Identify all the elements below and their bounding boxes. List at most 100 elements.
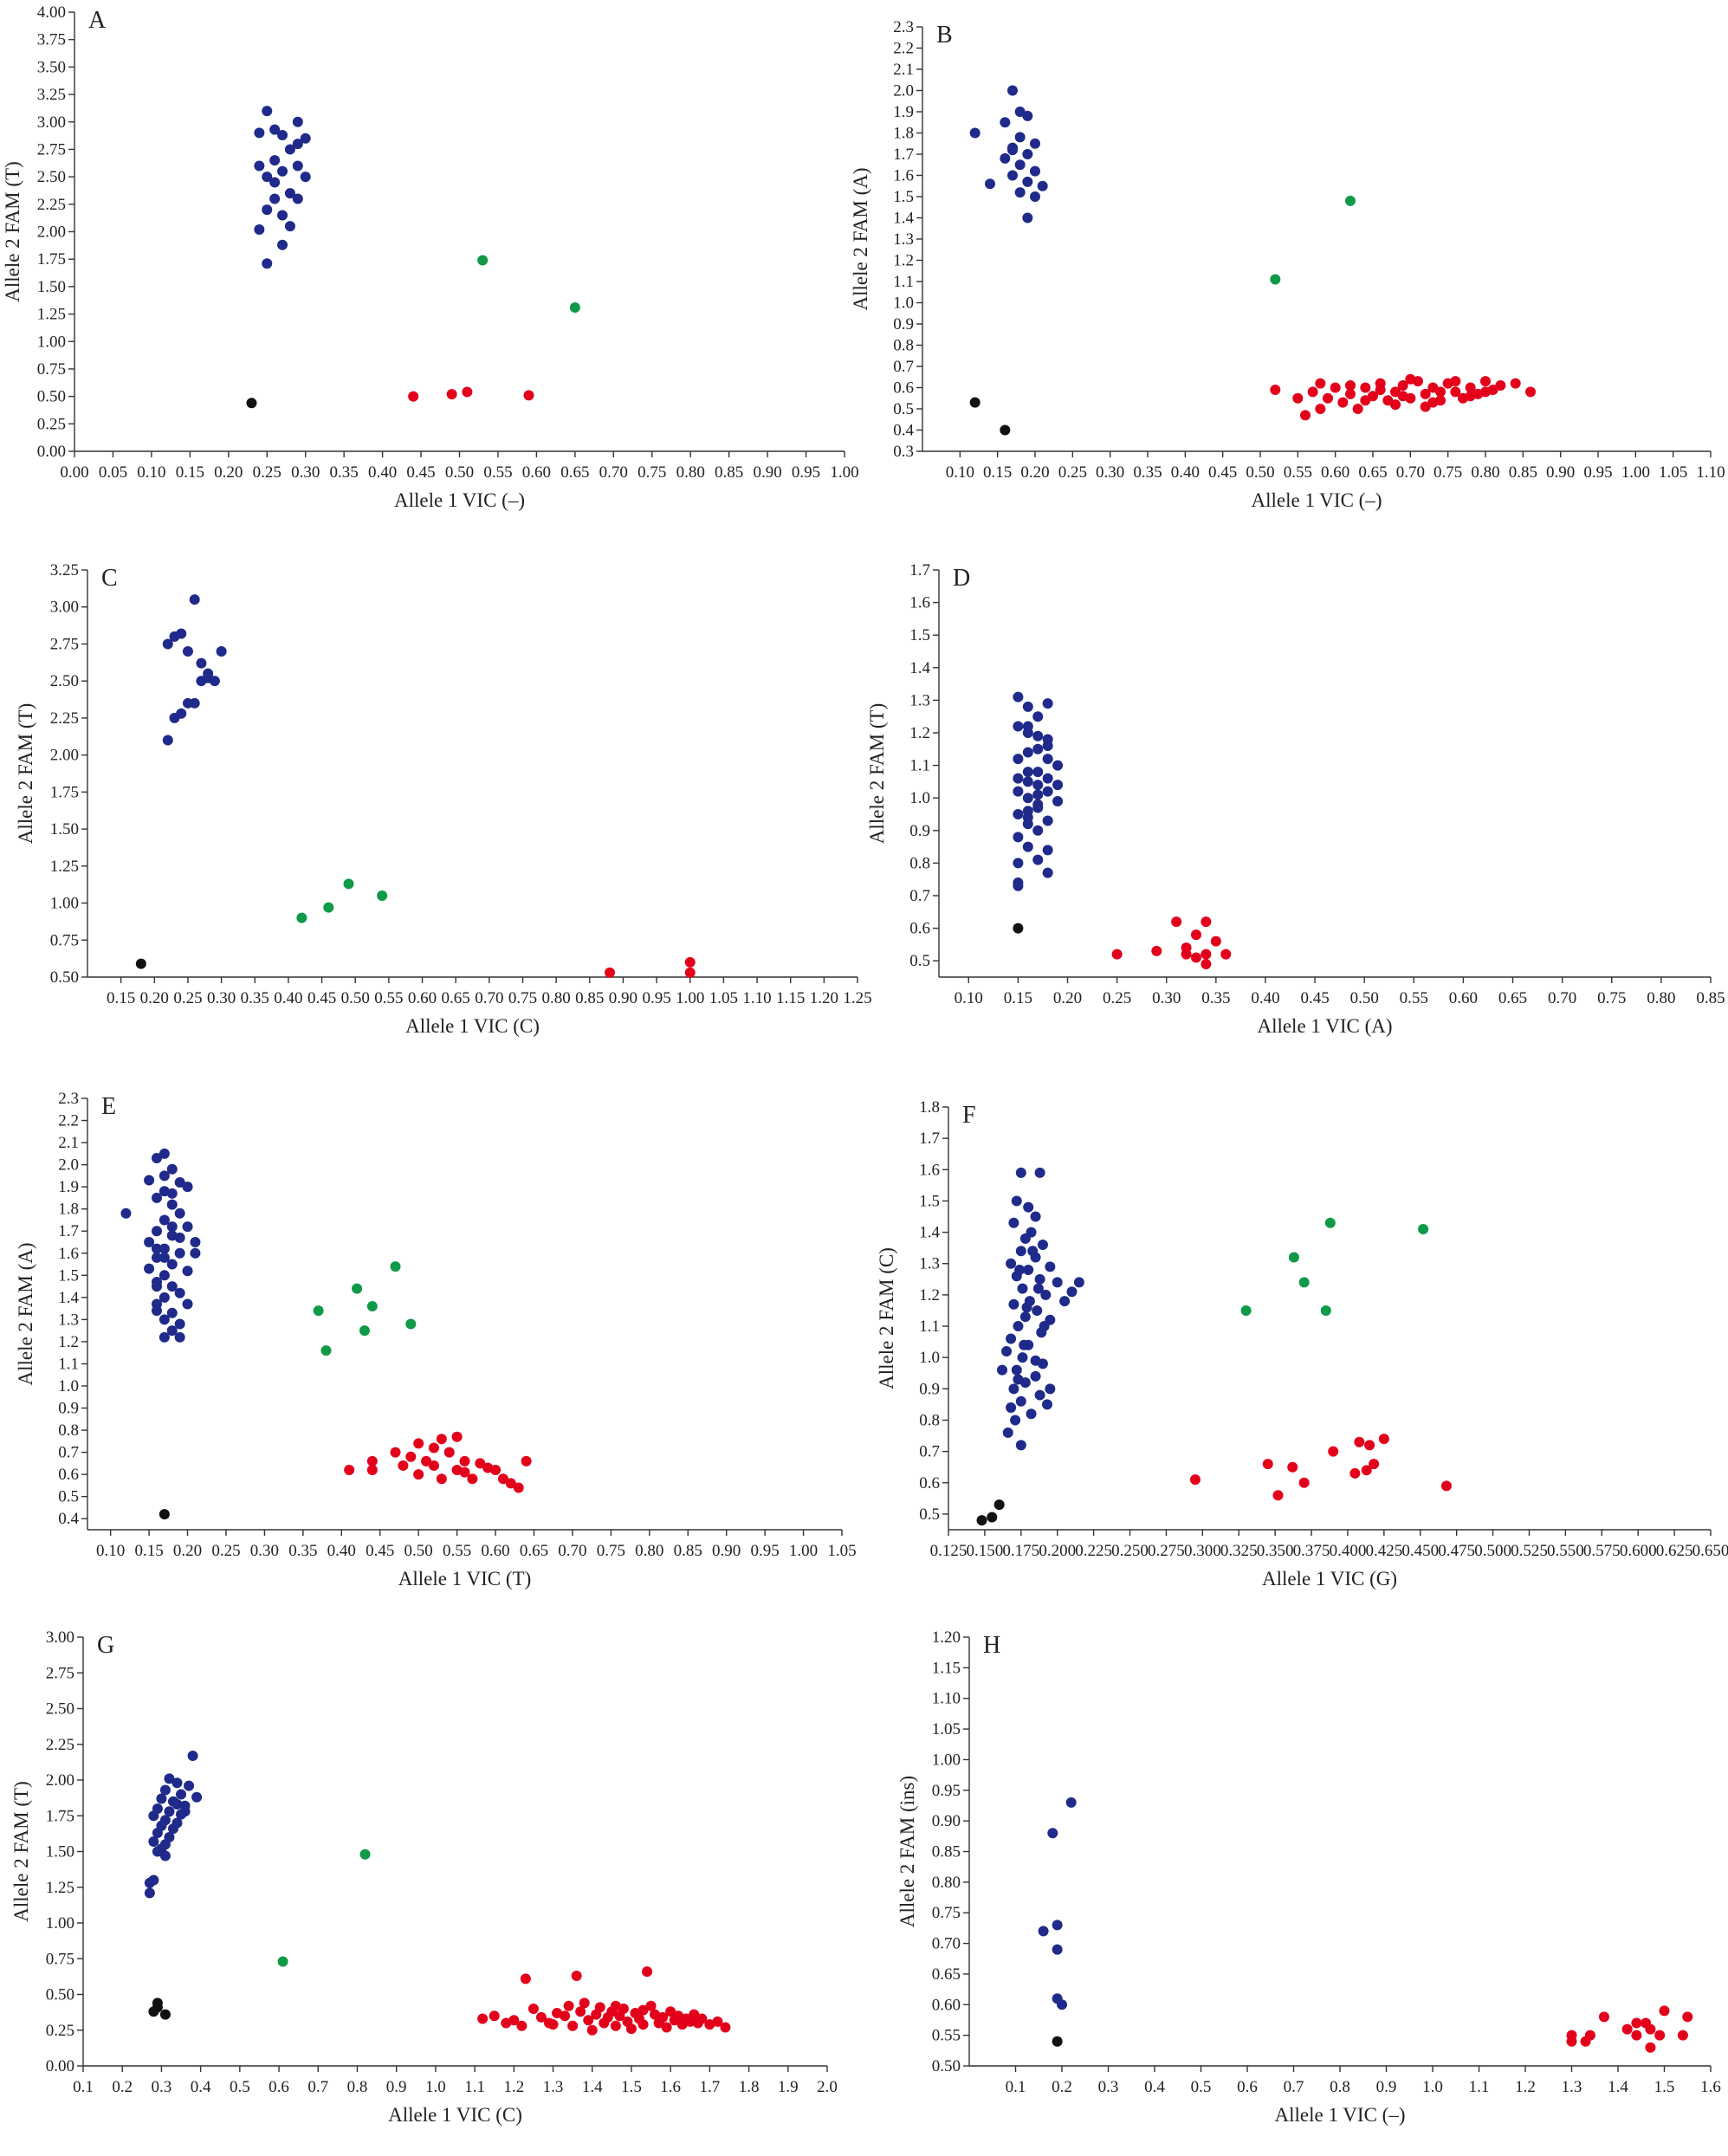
data-point [1427, 397, 1439, 408]
data-point [1349, 1467, 1361, 1479]
x-tick-label: 0.30 [1152, 989, 1181, 1007]
data-point [277, 1956, 288, 1967]
x-tick-label: 0.10 [955, 989, 983, 1007]
data-point [1354, 1436, 1365, 1447]
x-tick-label: 0.7 [307, 2078, 328, 2096]
data-point [1030, 1211, 1041, 1222]
y-tick-label: 1.00 [50, 895, 79, 913]
x-axis-title: Allele 1 VIC (T) [398, 1568, 532, 1589]
x-tick-label: 0.35 [241, 989, 269, 1007]
y-tick-label: 0.00 [37, 443, 66, 461]
data-point [1645, 2023, 1656, 2035]
data-point [1032, 854, 1044, 865]
x-tick-label: 0.550 [1547, 1542, 1584, 1560]
x-tick-label: 0.45 [366, 1542, 394, 1560]
y-tick-label: 1.6 [58, 1245, 79, 1263]
x-tick-label: 0.4 [1144, 2078, 1165, 2096]
data-point [144, 1263, 155, 1274]
data-point [174, 1318, 185, 1330]
data-point [1191, 929, 1201, 941]
data-point [1042, 867, 1053, 878]
x-tick-label: 0.3 [1098, 2078, 1119, 2096]
data-point [1007, 142, 1018, 153]
panel-a: 0.00 0.05 0.10 0.15 0.20 0.25 0.30 0.35 0.40 0.45… [2, 3, 859, 511]
data-point [523, 390, 534, 401]
panel-d: 0.10 0.15 0.20 0.25 0.30 0.35 0.40 0.45 0.50 0.55… [866, 561, 1725, 1037]
data-point [182, 646, 193, 657]
x-tick-label: 0.30 [291, 463, 320, 482]
data-point [1042, 754, 1053, 765]
panel-label: F [962, 1102, 976, 1129]
data-point [1022, 212, 1033, 223]
data-point [176, 1789, 187, 1800]
data-point [190, 1247, 201, 1259]
data-point [1201, 916, 1212, 928]
data-point [1013, 923, 1024, 934]
y-tick-label: 1.25 [50, 858, 79, 876]
data-point [1034, 1273, 1045, 1285]
data-point [1364, 1440, 1375, 1451]
data-point [352, 1283, 363, 1294]
data-point [421, 1455, 432, 1466]
x-tick-label: 0.15 [1004, 989, 1032, 1007]
data-point [1495, 380, 1506, 392]
y-tick-label: 1.75 [46, 1807, 74, 1825]
data-point [475, 1458, 486, 1469]
x-tick-label: 0.40 [274, 989, 302, 1007]
x-tick-label: 0.75 [1597, 989, 1626, 1007]
x-tick-label: 0.500 [1474, 1542, 1511, 1560]
x-tick-label: 0.9 [386, 2078, 407, 2096]
y-tick-label: 0.8 [893, 337, 914, 355]
data-point [166, 1188, 178, 1199]
data-point [164, 1806, 175, 1817]
data-point [182, 1266, 193, 1277]
y-tick-label: 0.95 [932, 1782, 961, 1800]
y-tick-label: 0.8 [909, 854, 930, 872]
y-tick-label: 1.0 [919, 1349, 940, 1367]
data-point [661, 2022, 672, 2033]
y-axis-title: Allele 2 FAM (A) [15, 1242, 36, 1385]
data-point [166, 1199, 178, 1210]
x-tick-label: 0.1 [73, 2078, 94, 2096]
x-tick-label: 0.60 [481, 1542, 509, 1560]
data-point [1032, 730, 1044, 741]
y-tick-label: 0.75 [37, 360, 66, 379]
data-point [657, 2011, 669, 2023]
data-point [1022, 176, 1033, 187]
data-point [262, 172, 273, 183]
data-point [159, 1850, 171, 1861]
y-tick-label: 2.00 [50, 747, 79, 765]
data-point [203, 672, 214, 683]
data-point [527, 2004, 539, 2014]
panel-label: G [97, 1632, 114, 1659]
data-point [159, 1292, 170, 1303]
y-tick-label: 0.70 [932, 1935, 961, 1953]
data-point [148, 1810, 159, 1822]
data-point [151, 1281, 162, 1292]
y-tick-label: 3.00 [37, 113, 66, 132]
data-point [1013, 786, 1024, 797]
x-tick-label: 0.75 [508, 989, 537, 1007]
data-point [159, 1214, 170, 1226]
data-point [174, 1177, 185, 1188]
data-point [159, 1509, 170, 1520]
data-point [269, 193, 281, 204]
x-tick-label: 1.05 [827, 1542, 856, 1560]
x-tick-label: 0.50 [1246, 463, 1274, 482]
y-tick-label: 2.50 [50, 672, 79, 690]
data-point [296, 912, 307, 923]
x-tick-label: 1.00 [676, 989, 704, 1007]
x-tick-label: 0.350 [1257, 1542, 1294, 1560]
data-point [477, 255, 489, 266]
x-tick-label: 0.8 [1330, 2078, 1350, 2096]
x-tick-label: 0.00 [60, 463, 88, 482]
panel-label: E [101, 1093, 116, 1120]
data-point [684, 956, 696, 968]
y-tick-label: 1.5 [58, 1266, 79, 1285]
x-tick-label: 0.225 [1075, 1542, 1112, 1560]
data-point [1032, 711, 1044, 722]
data-point [604, 967, 615, 978]
data-point [135, 958, 146, 969]
data-point [436, 1434, 447, 1445]
data-point [1378, 1434, 1389, 1445]
